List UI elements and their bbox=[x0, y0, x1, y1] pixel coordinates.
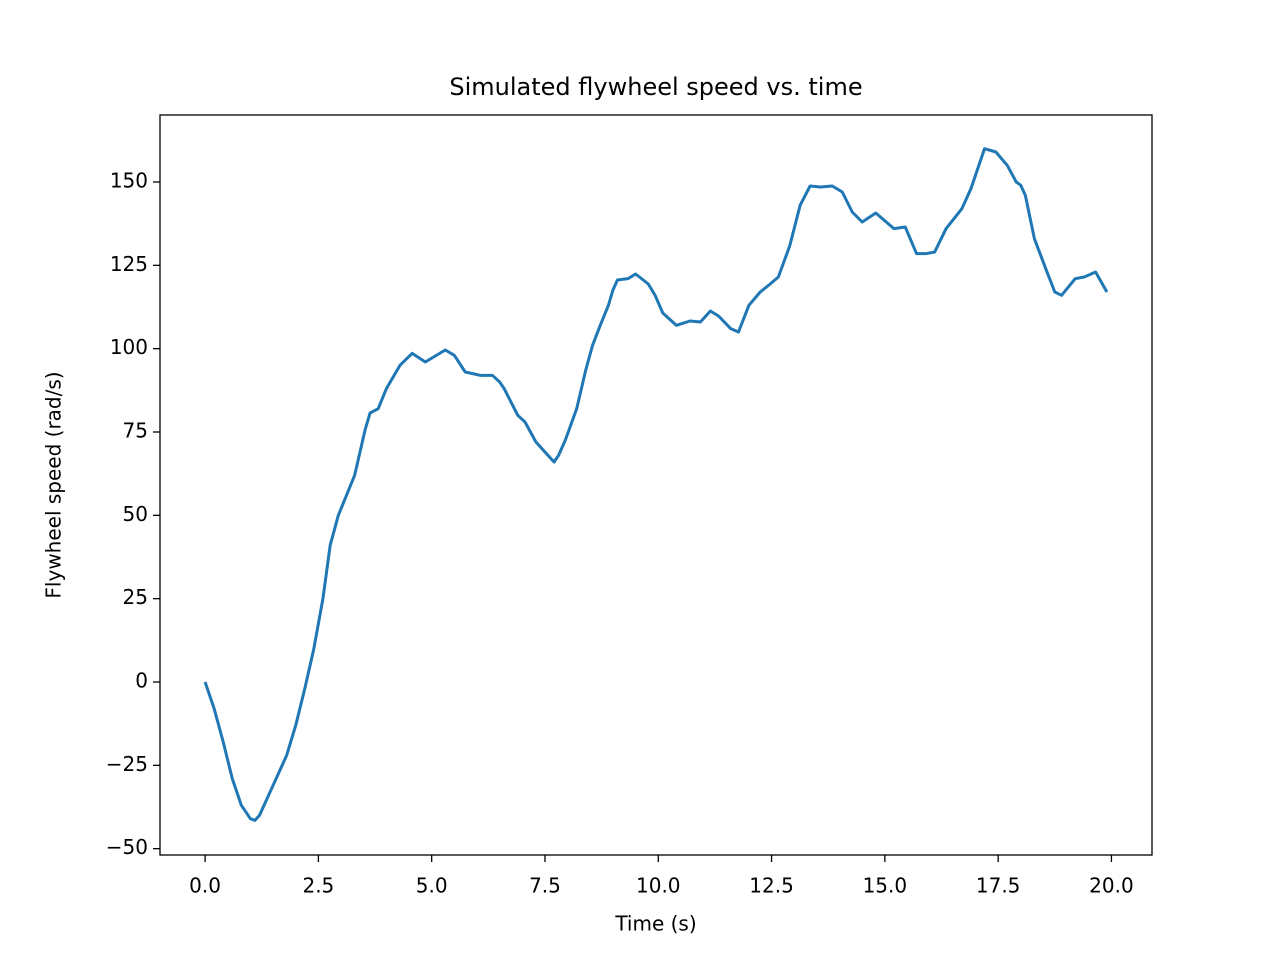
x-tick-label: 10.0 bbox=[636, 874, 681, 898]
x-axis-label: Time (s) bbox=[614, 912, 696, 936]
y-tick-label: 50 bbox=[123, 502, 148, 526]
x-tick-label: 5.0 bbox=[416, 874, 448, 898]
y-tick-label: 150 bbox=[110, 169, 148, 193]
x-tick-label: 12.5 bbox=[749, 874, 794, 898]
y-tick-label: −25 bbox=[106, 752, 148, 776]
chart-title: Simulated flywheel speed vs. time bbox=[449, 73, 862, 101]
x-tick-label: 7.5 bbox=[529, 874, 561, 898]
x-tick-label: 0.0 bbox=[189, 874, 221, 898]
data-line bbox=[203, 147, 1109, 822]
plot-frame bbox=[159, 114, 1153, 856]
y-tick-label: 100 bbox=[110, 335, 148, 359]
x-tick-label: 20.0 bbox=[1089, 874, 1134, 898]
y-tick-label: 0 bbox=[135, 669, 148, 693]
y-axis-label: Flywheel speed (rad/s) bbox=[42, 371, 66, 598]
x-tick-label: 2.5 bbox=[302, 874, 334, 898]
y-tick-label: 125 bbox=[110, 252, 148, 276]
y-tick-label: 25 bbox=[123, 585, 148, 609]
y-tick-label: −50 bbox=[106, 835, 148, 859]
y-tick-label: 75 bbox=[123, 419, 148, 443]
x-tick-label: 15.0 bbox=[863, 874, 908, 898]
x-tick-label: 17.5 bbox=[976, 874, 1021, 898]
